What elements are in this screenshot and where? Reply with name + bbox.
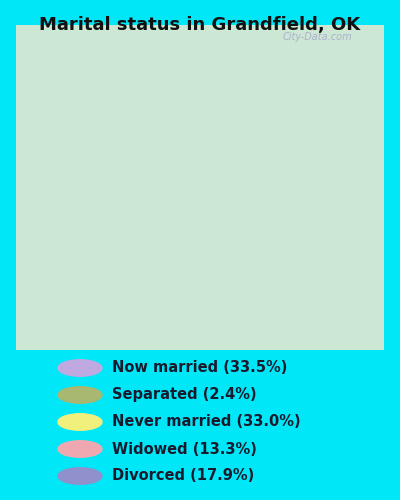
Text: Now married (33.5%): Now married (33.5%) [112,360,287,376]
Circle shape [58,441,102,457]
Wedge shape [52,124,131,244]
Wedge shape [200,40,348,262]
Wedge shape [63,216,315,335]
Wedge shape [260,226,327,280]
Circle shape [58,414,102,430]
Text: Widowed (13.3%): Widowed (13.3%) [112,442,257,456]
Text: Marital status in Grandfield, OK: Marital status in Grandfield, OK [40,16,360,34]
Circle shape [58,360,102,376]
Circle shape [123,110,277,264]
Circle shape [58,387,102,403]
Wedge shape [67,40,200,154]
Text: City-Data.com: City-Data.com [282,32,352,42]
Circle shape [58,468,102,484]
Text: Divorced (17.9%): Divorced (17.9%) [112,468,254,483]
Text: Separated (2.4%): Separated (2.4%) [112,388,257,402]
Text: Never married (33.0%): Never married (33.0%) [112,414,301,430]
